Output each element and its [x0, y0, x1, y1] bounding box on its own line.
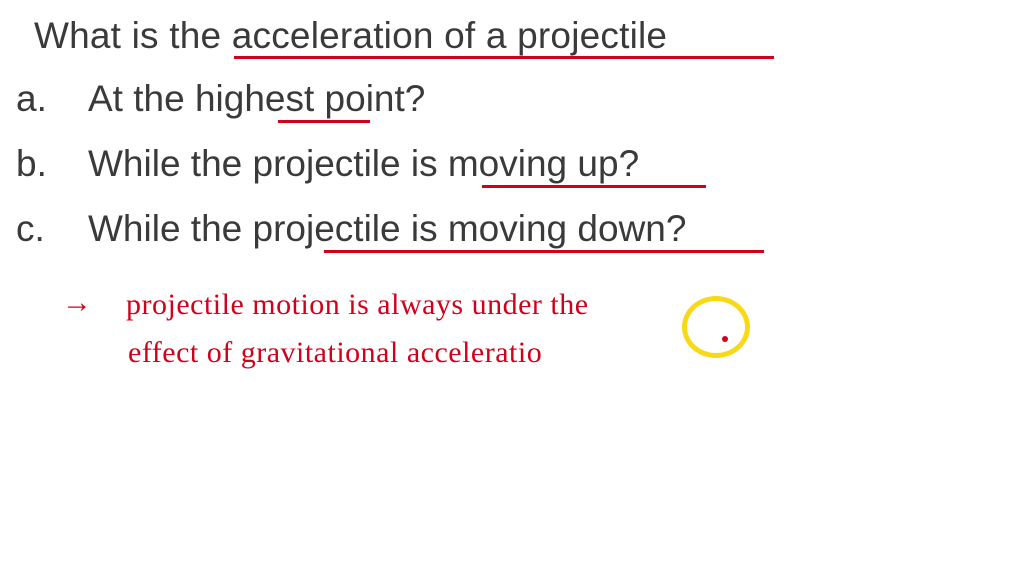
highlight-circle — [682, 296, 750, 358]
underline-b — [482, 185, 706, 188]
annotation-line-1: projectile motion is always under the — [126, 282, 589, 329]
option-c-text: While the projectile is moving down? — [88, 208, 686, 250]
option-a-letter: a. — [16, 78, 47, 120]
underline-main — [234, 56, 774, 59]
arrow-icon: → — [62, 286, 92, 320]
option-c-letter: c. — [16, 208, 45, 250]
option-b-letter: b. — [16, 143, 47, 185]
option-b-text: While the projectile is moving up? — [88, 143, 639, 185]
question-main: What is the acceleration of a projectile — [34, 14, 667, 58]
underline-c — [324, 250, 764, 253]
underline-a — [278, 120, 370, 123]
pen-dot — [722, 336, 728, 342]
option-a-text: At the highest point? — [88, 78, 425, 120]
annotation-line-2: effect of gravitational acceleratio — [128, 330, 542, 377]
